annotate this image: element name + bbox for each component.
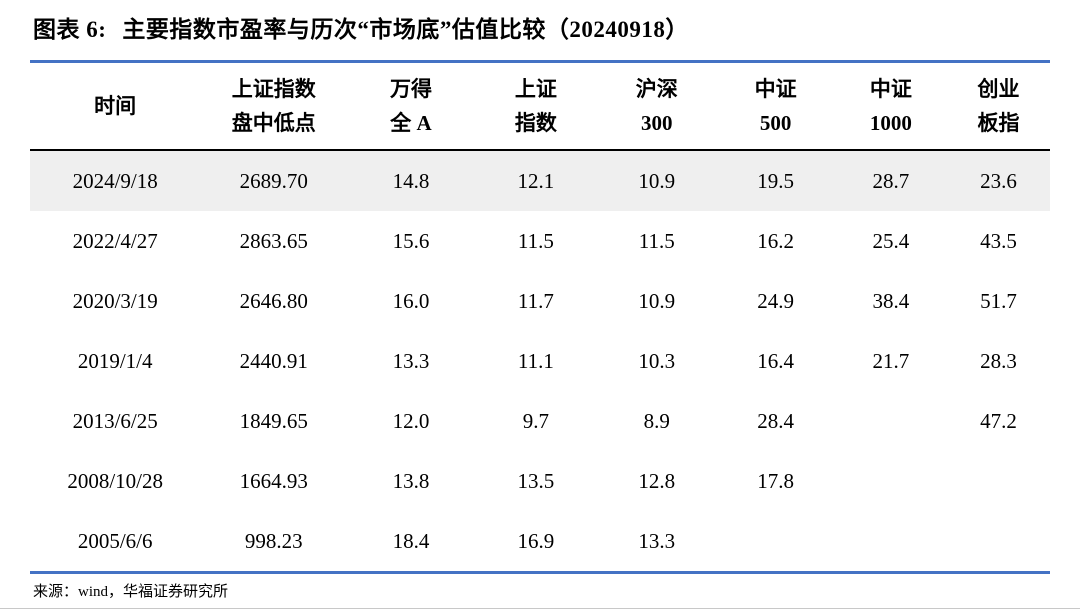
value-cell: 51.7 [980, 288, 1017, 313]
pe-comparison-table-wrap: 时间 上证指数 盘中低点 万得全 A 上证 指数 沪深 300 中证 500 中证 1000 创业 板指 … [30, 60, 1050, 574]
column-header-line2: 500 [759, 111, 792, 135]
value-cell: 12.0 [392, 408, 430, 433]
column-header-line2: 1000 [869, 111, 912, 135]
value-cell: 8.9 [643, 408, 670, 433]
value-cell: 38.4 [872, 288, 910, 313]
value-cell [716, 511, 834, 573]
table-row: 2022/4/27 2863.65 15.6 11.5 11.5 16.2 25.4 43.5 [30, 211, 1050, 271]
value-cell: 2646.80 [239, 288, 308, 313]
value-cell: 13.3 [638, 528, 676, 553]
figure-title: 图表 6: 主要指数市盈率与历次“市场底”估值比较（20240918） [33, 14, 1050, 46]
value-cell: 17.8 [757, 468, 794, 493]
table-header-row: 时间 上证指数 盘中低点 万得全 A 上证 指数 沪深 300 中证 500 中证 1000 创业 板指 [30, 61, 1050, 151]
value-cell: 14.8 [392, 168, 430, 193]
table-row: 2013/6/25 1849.65 12.0 9.7 8.9 28.4 47.2 [30, 391, 1050, 451]
value-cell: 2863.65 [239, 228, 308, 253]
date-cell: 2024/9/18 [72, 168, 158, 193]
value-cell: 23.6 [980, 168, 1017, 193]
value-cell: 11.5 [517, 228, 554, 253]
value-cell: 998.23 [244, 528, 303, 553]
value-cell: 1664.93 [239, 468, 308, 493]
value-cell [835, 391, 947, 451]
value-cell [835, 511, 947, 573]
value-cell: 9.7 [522, 408, 550, 433]
value-cell: 12.8 [638, 468, 676, 493]
table-row: 2005/6/6 998.23 18.4 16.9 13.3 [30, 511, 1050, 573]
column-header-4: 沪深 300 [597, 62, 716, 151]
pe-comparison-table: 时间 上证指数 盘中低点 万得全 A 上证 指数 沪深 300 中证 500 中证 1000 创业 板指 … [30, 60, 1050, 574]
date-cell: 2008/10/28 [67, 468, 163, 493]
column-header-line2: 300 [641, 111, 673, 135]
value-cell: 16.2 [757, 228, 794, 253]
column-header-line1: 上证指数 [231, 77, 316, 101]
table-header: 时间 上证指数 盘中低点 万得全 A 上证 指数 沪深 300 中证 500 中证 1000 创业 板指 [30, 61, 1050, 151]
value-cell: 10.3 [638, 348, 676, 373]
column-header-line1: 上证 [514, 77, 557, 101]
value-cell [835, 451, 947, 511]
column-header-line2: 全 A [390, 111, 432, 135]
column-header-6: 中证 1000 [835, 62, 947, 151]
value-cell: 28.7 [872, 168, 910, 193]
value-cell: 13.8 [392, 468, 430, 493]
column-header-0: 时间 [30, 62, 200, 151]
value-cell: 21.7 [872, 348, 910, 373]
column-header-2: 万得全 A [347, 62, 475, 151]
date-cell: 2022/4/27 [72, 228, 158, 253]
column-header-line1: 中证 [754, 77, 797, 101]
column-header-line1: 时间 [94, 94, 137, 118]
column-header-3: 上证 指数 [475, 62, 597, 151]
value-cell: 19.5 [757, 168, 794, 193]
column-header-1: 上证指数 盘中低点 [200, 62, 347, 151]
column-header-line2: 指数 [514, 111, 557, 135]
value-cell: 47.2 [980, 408, 1017, 433]
date-cell: 2020/3/19 [72, 288, 158, 313]
value-cell: 28.3 [980, 348, 1017, 373]
table-row: 2019/1/4 2440.91 13.3 11.1 10.3 16.4 21.7 28.3 [30, 331, 1050, 391]
date-cell: 2005/6/6 [77, 528, 153, 553]
value-cell: 28.4 [757, 408, 794, 433]
column-header-line1: 创业 [977, 77, 1020, 101]
value-cell: 24.9 [757, 288, 794, 313]
value-cell: 16.0 [392, 288, 430, 313]
value-cell: 11.7 [517, 288, 554, 313]
value-cell: 43.5 [980, 228, 1017, 253]
value-cell: 1849.65 [239, 408, 308, 433]
value-cell [947, 451, 1050, 511]
table-body: 2024/9/18 2689.70 14.8 12.1 10.9 19.5 28.7 23.6… [30, 150, 1050, 573]
figure-title-text: 主要指数市盈率与历次“市场底”估值比较（20240918） [122, 17, 689, 42]
table-row: 2024/9/18 2689.70 14.8 12.1 10.9 19.5 28.7 23.6 [30, 150, 1050, 211]
figure-title-label: 图表 6: [33, 17, 107, 42]
column-header-line1: 中证 [869, 77, 912, 101]
value-cell: 2440.91 [239, 348, 308, 373]
table-row: 2020/3/19 2646.80 16.0 11.7 10.9 24.9 38.4 51.7 [30, 271, 1050, 331]
table-row: 2008/10/28 1664.93 13.8 13.5 12.8 17.8 [30, 451, 1050, 511]
value-cell [947, 511, 1050, 573]
value-cell: 15.6 [392, 228, 430, 253]
value-cell: 12.1 [517, 168, 555, 193]
bottom-divider [0, 608, 1080, 609]
value-cell: 11.1 [517, 348, 554, 373]
column-header-line2: 板指 [977, 111, 1020, 135]
value-cell: 11.5 [638, 228, 675, 253]
value-cell: 25.4 [872, 228, 910, 253]
date-cell: 2013/6/25 [72, 408, 158, 433]
value-cell: 10.9 [638, 168, 676, 193]
column-header-line1: 万得 [389, 77, 432, 101]
column-header-7: 创业 板指 [947, 62, 1050, 151]
column-header-line2: 盘中低点 [231, 111, 316, 135]
value-cell: 13.5 [517, 468, 555, 493]
column-header-5: 中证 500 [716, 62, 834, 151]
value-cell: 2689.70 [239, 168, 308, 193]
value-cell: 18.4 [392, 528, 430, 553]
value-cell: 16.4 [757, 348, 794, 373]
value-cell: 10.9 [638, 288, 676, 313]
value-cell: 13.3 [392, 348, 430, 373]
date-cell: 2019/1/4 [77, 348, 153, 373]
column-header-line1: 沪深 [635, 77, 678, 101]
source-note: 来源：wind，华福证券研究所 [33, 584, 229, 600]
value-cell: 16.9 [517, 528, 555, 553]
